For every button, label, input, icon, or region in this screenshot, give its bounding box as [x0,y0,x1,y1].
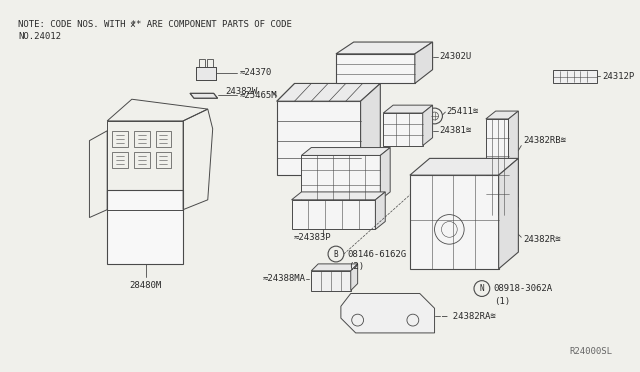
Polygon shape [276,101,360,175]
Polygon shape [301,148,390,155]
Text: 24382RB≊: 24382RB≊ [524,136,566,145]
Text: R24000SL: R24000SL [569,347,612,356]
Text: N: N [479,284,484,293]
Text: 24312P: 24312P [602,72,634,81]
Polygon shape [383,105,433,113]
Polygon shape [351,264,358,291]
Text: 24382W: 24382W [225,87,257,96]
Polygon shape [383,113,422,145]
Polygon shape [107,190,183,264]
Polygon shape [336,54,415,83]
Polygon shape [486,119,509,215]
Polygon shape [553,70,597,83]
Polygon shape [376,192,385,230]
Text: NOTE: CODE NOS. WITH *: NOTE: CODE NOS. WITH * [19,20,137,29]
Polygon shape [410,158,518,175]
Text: 24382R≊: 24382R≊ [524,235,561,244]
Polygon shape [190,93,218,98]
Polygon shape [380,148,390,200]
Polygon shape [499,158,518,269]
Polygon shape [410,175,499,269]
Text: NO.24012: NO.24012 [19,32,61,41]
Polygon shape [509,111,518,215]
Text: ≂24370: ≂24370 [239,68,271,77]
Polygon shape [415,42,433,83]
Polygon shape [360,83,380,175]
Polygon shape [486,111,518,119]
Polygon shape [311,264,358,271]
Text: B: B [333,250,339,259]
Polygon shape [341,294,435,333]
Polygon shape [301,155,380,200]
Polygon shape [422,105,433,145]
Text: 08918-3062A: 08918-3062A [493,284,553,293]
Polygon shape [336,42,433,54]
Polygon shape [292,200,376,230]
Text: ≂24388MA: ≂24388MA [263,274,306,283]
Text: 28480M: 28480M [129,280,162,290]
Text: 24381≊: 24381≊ [440,126,472,135]
Text: ×: × [129,20,135,31]
Text: (1): (1) [493,297,510,306]
Text: ≂24383P: ≂24383P [294,233,331,242]
Text: — 24382RA≊: — 24382RA≊ [442,312,496,321]
Text: 24302U: 24302U [440,52,472,61]
Polygon shape [292,192,385,200]
Text: * ARE COMPONENT PARTS OF CODE: * ARE COMPONENT PARTS OF CODE [136,20,292,29]
Text: ≂25465M: ≂25465M [239,91,277,100]
Polygon shape [276,83,380,101]
Text: 25411≊: 25411≊ [446,106,479,116]
Text: (2): (2) [348,262,364,271]
Polygon shape [311,271,351,291]
Polygon shape [196,67,216,80]
Text: 08146-6162G: 08146-6162G [348,250,407,259]
